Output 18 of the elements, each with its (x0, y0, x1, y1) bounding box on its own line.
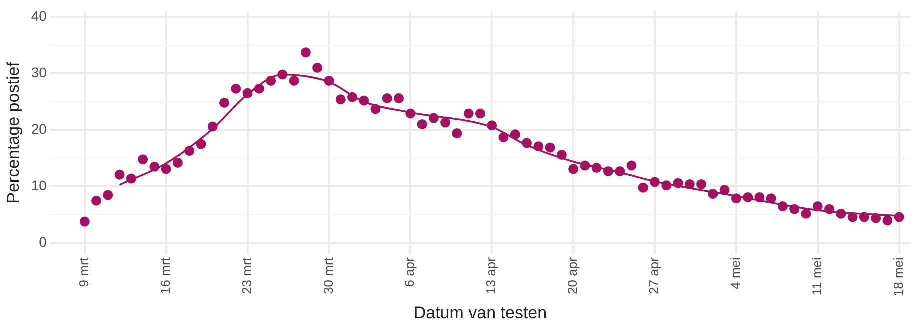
y-axis-title: Percentage postief (4, 62, 23, 204)
y-tick-label: 10 (31, 178, 48, 194)
x-tick-label: 9 mrt (76, 257, 92, 288)
x-tick-label: 11 mei (809, 257, 824, 296)
y-tick-label: 20 (31, 121, 48, 138)
x-tick-label: 6 apr (402, 256, 418, 288)
x-tick-label: 4 mei (728, 257, 744, 290)
x-axis-title: Datum van testen (414, 303, 548, 322)
x-tick-label: 23 mrt (239, 257, 254, 294)
y-tick-label: 40 (31, 8, 48, 24)
x-tick-label: 18 mei (890, 257, 906, 297)
x-tick-label: 27 apr (646, 256, 662, 294)
x-tick-label: 20 apr (565, 256, 580, 294)
x-tick-label: 13 apr (484, 256, 499, 294)
y-tick-label: 30 (31, 64, 48, 80)
x-tick-label: 30 mrt (320, 257, 336, 294)
y-tick-label: 0 (39, 234, 48, 250)
x-tick-label: 16 mrt (158, 257, 173, 294)
